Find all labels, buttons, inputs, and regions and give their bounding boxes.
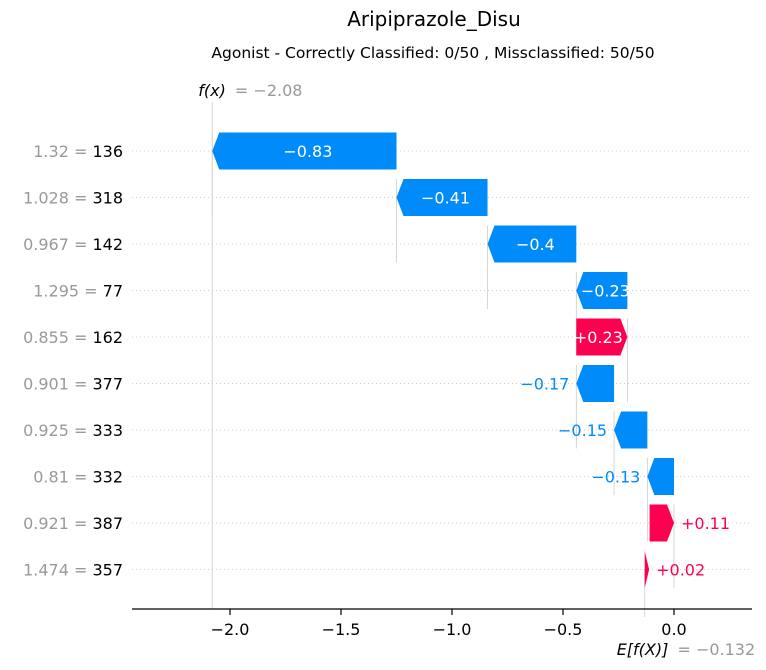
feature-label: 0.81 = 332 [33,468,123,487]
chart-title: Aripiprazole_Disu [347,7,521,31]
bar-value-label: −0.13 [591,468,640,487]
waterfall-bar [647,458,674,495]
waterfall-bar [649,504,674,542]
feature-value: 0.81 = [33,468,92,487]
feature-label: 0.901 = 377 [23,375,123,394]
feature-value: 1.474 = [23,561,92,580]
bar-value-label: +0.02 [656,561,705,580]
feature-value: 0.967 = [23,235,92,254]
feature-label: 0.967 = 142 [23,235,123,254]
bar-value-label: −0.23 [581,282,630,301]
feature-name: 162 [92,328,123,347]
feature-value: 1.028 = [23,189,92,208]
feature-name: 357 [92,561,123,580]
bar-value-label: −0.17 [520,375,569,394]
x-tick-label: −1.5 [322,620,361,639]
feature-name: 136 [92,142,123,161]
bar-value-label: −0.83 [283,142,332,161]
feature-label: 1.028 = 318 [23,189,123,208]
feature-label: 0.925 = 333 [23,421,123,440]
feature-labels: 1.32 = 136 1.028 = 318 0.967 = 142 1.295 = … [23,142,123,580]
feature-name: 387 [92,514,123,533]
bar-value-label: −0.15 [558,421,607,440]
feature-name: 377 [92,375,123,394]
feature-value: 0.925 = [23,421,92,440]
fx-value: = −2.08 [235,81,303,100]
base-value: = −0.132 [677,640,755,659]
feature-value: 1.32 = [33,142,92,161]
base-label: E[f(X)] [617,640,669,659]
feature-name: 142 [92,235,123,254]
feature-value: 1.295 = [33,282,102,301]
feature-name: 77 [103,282,123,301]
bar-value-label: −0.41 [421,189,470,208]
waterfall-bar [576,365,615,402]
waterfall-bar [396,179,488,216]
feature-value: 0.855 = [23,328,92,347]
bar-value-label: −0.4 [516,235,555,254]
x-tick-label: −0.5 [544,620,583,639]
waterfall-bar [644,551,650,588]
feature-label: 0.855 = 162 [23,328,123,347]
feature-label: 1.32 = 136 [33,142,123,161]
x-tick-label: −1.0 [433,620,472,639]
feature-name: 318 [92,189,123,208]
x-tick-label: 0.0 [661,620,686,639]
bars [212,132,674,588]
chart-subtitle: Agonist - Correctly Classified: 0/50 , M… [211,44,654,62]
bar-value-label: +0.11 [681,514,730,533]
feature-label: 0.921 = 387 [23,514,123,533]
waterfall-bar [487,225,577,263]
x-axis-ticks: −2.0 −1.5 −1.0 −0.5 0.0 [211,609,687,639]
waterfall-bar [212,132,397,170]
waterfall-bar [576,272,628,309]
feature-name: 333 [92,421,123,440]
x-tick-label: −2.0 [211,620,250,639]
feature-name: 332 [92,468,123,487]
feature-value: 0.901 = [23,375,92,394]
bar-labels: −0.83 −0.41 −0.4 −0.23 +0.23 −0.17 −0.15 −0.13 +… [283,142,730,580]
feature-label: 1.295 = 77 [33,282,123,301]
fx-label: f(x) [198,81,226,100]
base-value-annotation: E[f(X)] = −0.132 [617,640,755,659]
waterfall-bar [576,318,628,356]
bar-value-label: +0.23 [574,328,623,347]
feature-value: 0.921 = [23,514,92,533]
feature-label: 1.474 = 357 [23,561,123,580]
waterfall-bar [614,411,648,449]
fx-annotation: f(x) = −2.08 [198,81,302,100]
